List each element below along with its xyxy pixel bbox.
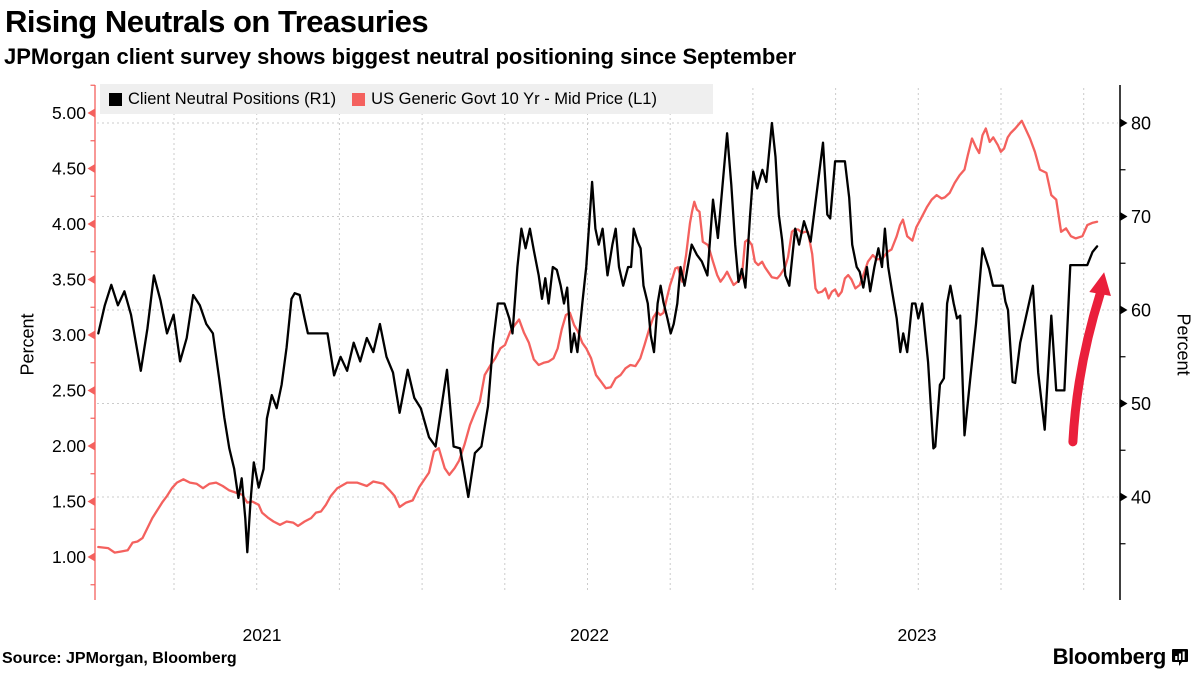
left-axis-major-tick-arrow (87, 219, 95, 229)
left-axis-major-tick-arrow (87, 164, 95, 173)
right-axis-major-tick-arrow (1120, 212, 1128, 221)
right-axis-major-tick-arrow (1120, 399, 1128, 408)
right-axis-tick-label: 60 (1131, 301, 1151, 321)
series-line-client-neutral (97, 121, 1099, 554)
bloomberg-chart-bars-icon (1172, 648, 1188, 666)
left-axis-major-tick-arrow (87, 386, 95, 395)
trend-arrow-head (1089, 272, 1111, 296)
left-axis-major-tick-arrow (87, 497, 95, 506)
right-axis-tick-label: 50 (1131, 394, 1151, 414)
x-axis-year-label: 2022 (570, 625, 609, 645)
legend-swatch-black-icon (109, 92, 122, 106)
left-axis-tick-label: 3.50 (52, 270, 86, 290)
bloomberg-wordmark: Bloomberg (1052, 644, 1167, 669)
left-axis-tick-label: 4.50 (52, 159, 86, 179)
left-axis-tick-label: 4.00 (52, 214, 86, 234)
right-axis-major-tick-arrow (1120, 492, 1128, 502)
left-axis-tick-label: 2.50 (52, 381, 86, 401)
left-axis-major-tick-arrow (87, 275, 95, 284)
bloomberg-logo: Bloomberg (1053, 644, 1188, 670)
legend-label-client-neutral: Client Neutral Positions (R1) (128, 89, 337, 108)
x-axis-year-label: 2023 (898, 625, 937, 645)
legend-item-us10yr: US Generic Govt 10 Yr - Mid Price (L1) (352, 90, 657, 109)
source-note: Source: JPMorgan, Bloomberg (2, 650, 237, 667)
left-axis-tick-label: 2.00 (52, 436, 86, 456)
legend-label-us10yr: US Generic Govt 10 Yr - Mid Price (L1) (371, 89, 657, 108)
chart-legend: Client Neutral Positions (R1) US Generic… (100, 84, 713, 114)
left-axis-tick-label: 3.00 (52, 325, 86, 345)
left-axis-tick-label: 1.50 (52, 492, 86, 512)
legend-item-client-neutral: Client Neutral Positions (R1) (109, 90, 336, 109)
chart-title: Rising Neutrals on Treasuries (5, 4, 429, 39)
right-axis-tick-label: 80 (1131, 114, 1151, 134)
legend-swatch-red-icon (352, 92, 366, 106)
trend-arrow-shaft (1068, 289, 1105, 447)
left-axis-major-tick-arrow (87, 441, 95, 451)
left-axis-major-tick-arrow (87, 330, 95, 340)
right-axis-tick-label: 40 (1131, 488, 1151, 508)
series-line-us10yr (97, 119, 1099, 554)
chart-subtitle: JPMorgan client survey shows biggest neu… (4, 44, 797, 69)
left-axis-tick-label: 5.00 (52, 103, 86, 123)
left-axis-tick-label: 1.00 (52, 547, 86, 567)
x-axis-year-label: 2021 (243, 625, 282, 645)
right-axis-major-tick-arrow (1120, 118, 1128, 128)
left-axis-major-tick-arrow (87, 108, 95, 118)
right-axis-major-tick-arrow (1120, 305, 1128, 315)
left-axis-major-tick-arrow (87, 552, 95, 562)
right-axis-tick-label: 70 (1131, 207, 1151, 227)
